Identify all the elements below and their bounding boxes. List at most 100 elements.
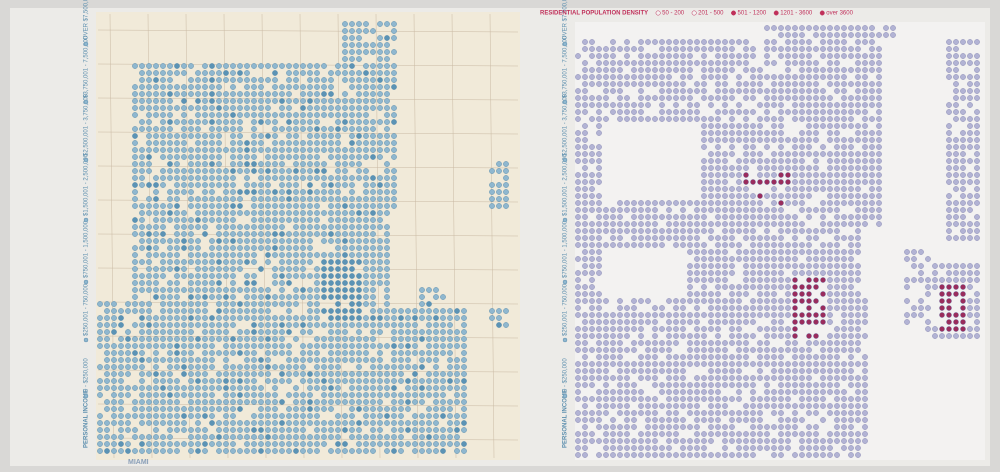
income-dot (279, 273, 285, 279)
income-dot (237, 147, 243, 153)
income-dot (153, 294, 159, 300)
density-dot (596, 67, 602, 73)
density-dot (694, 109, 700, 115)
density-dot (764, 39, 770, 45)
density-dot (645, 228, 651, 234)
income-dot (181, 441, 187, 447)
income-dot (293, 364, 299, 370)
income-dot (237, 196, 243, 202)
income-dot (461, 413, 467, 419)
income-dot (167, 105, 173, 111)
density-dot (582, 431, 588, 437)
density-dot (694, 431, 700, 437)
density-dot (855, 95, 861, 101)
density-dot (792, 249, 798, 255)
income-dot (244, 378, 250, 384)
density-dot (974, 200, 980, 206)
income-dot (237, 98, 243, 104)
income-dot (132, 434, 138, 440)
density-dot (757, 270, 763, 276)
density-dot (799, 438, 805, 444)
income-dot (286, 357, 292, 363)
income-dot (433, 378, 439, 384)
income-dot (349, 98, 355, 104)
income-dot (377, 308, 383, 314)
density-dot (589, 186, 595, 192)
income-dot (167, 252, 173, 258)
density-dot (659, 340, 665, 346)
income-dot (209, 91, 215, 97)
density-dot (638, 207, 644, 213)
income-dot (335, 98, 341, 104)
density-dot (869, 193, 875, 199)
density-dot (617, 424, 623, 430)
income-dot (244, 98, 250, 104)
legend-item: $250,001 - 750,000 (563, 283, 569, 336)
income-dot (139, 182, 145, 188)
income-dot (342, 217, 348, 223)
income-dot (118, 364, 124, 370)
density-dot (743, 130, 749, 136)
income-dot (188, 203, 194, 209)
density-dot (617, 375, 623, 381)
income-dot (216, 399, 222, 405)
income-dot (314, 91, 320, 97)
income-dot (272, 224, 278, 230)
income-dot (181, 217, 187, 223)
income-dot (223, 427, 229, 433)
density-dot (925, 305, 931, 311)
density-dot (701, 410, 707, 416)
density-dot (589, 81, 595, 87)
income-dot (356, 357, 362, 363)
income-dot (132, 245, 138, 251)
income-dot (265, 238, 271, 244)
density-dot (715, 53, 721, 59)
income-dot (195, 182, 201, 188)
income-dot (272, 168, 278, 174)
income-dot (412, 315, 418, 321)
density-dot (659, 81, 665, 87)
density-dot (631, 67, 637, 73)
legend-item: $2,500,001 - 3,750,000 (84, 93, 90, 156)
density-dot (575, 151, 581, 157)
income-dot (384, 294, 390, 300)
density-dot (729, 151, 735, 157)
density-dot (757, 221, 763, 227)
density-dot (799, 165, 805, 171)
income-dot (237, 301, 243, 307)
density-dot (834, 32, 840, 38)
density-dot (974, 326, 980, 332)
density-dot (820, 39, 826, 45)
density-dot (932, 277, 938, 283)
income-dot (300, 119, 306, 125)
income-dot (160, 63, 166, 69)
density-dot (750, 347, 756, 353)
density-dot (582, 291, 588, 297)
density-dot (946, 333, 952, 339)
income-dot (335, 147, 341, 153)
density-dot (813, 445, 819, 451)
income-dot (307, 133, 313, 139)
density-dot (848, 144, 854, 150)
density-dot (582, 144, 588, 150)
density-dot (708, 102, 714, 108)
density-dot (708, 452, 714, 458)
income-dot (321, 322, 327, 328)
income-dot (342, 70, 348, 76)
density-dot (743, 200, 749, 206)
density-dot (771, 221, 777, 227)
density-dot (694, 235, 700, 241)
income-dot (209, 441, 215, 447)
density-dot (841, 25, 847, 31)
density-dot (841, 200, 847, 206)
income-dot (384, 238, 390, 244)
income-dot (293, 70, 299, 76)
income-dot (111, 441, 117, 447)
income-dot (300, 434, 306, 440)
income-dot (363, 63, 369, 69)
density-dot (827, 25, 833, 31)
income-dot (265, 154, 271, 160)
income-dot (321, 385, 327, 391)
density-dot (904, 298, 910, 304)
income-dot (223, 126, 229, 132)
